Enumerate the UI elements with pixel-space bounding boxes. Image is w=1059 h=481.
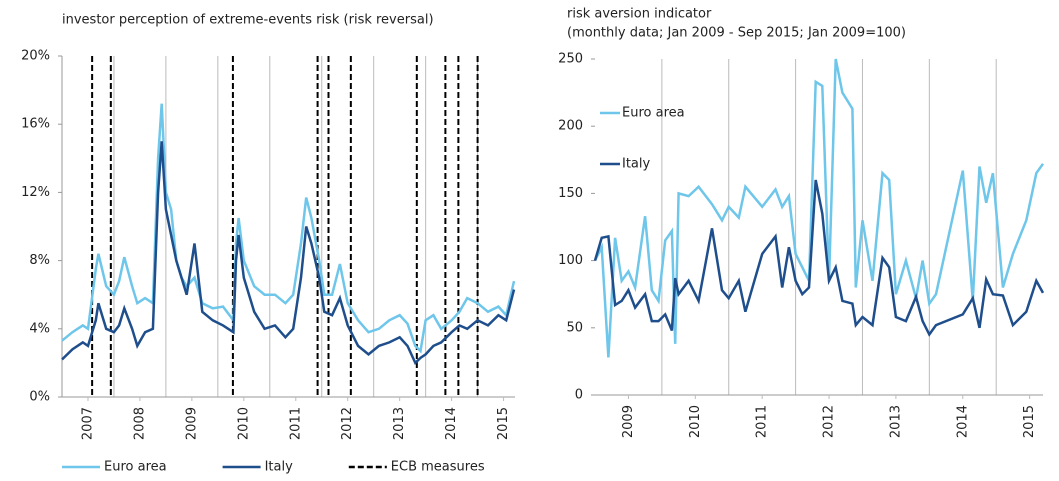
x-tick-label: 2014 bbox=[444, 407, 459, 440]
y-tick-label: 0 bbox=[575, 388, 583, 403]
x-tick-label: 2009 bbox=[621, 405, 636, 438]
y-tick-label: 16% bbox=[21, 117, 50, 132]
x-tick-label: 2013 bbox=[392, 407, 407, 440]
x-tick-label: 2013 bbox=[888, 405, 903, 438]
x-tick-label: 2014 bbox=[955, 405, 970, 438]
x-tick-label: 2010 bbox=[688, 405, 703, 438]
series-line bbox=[593, 179, 1045, 337]
y-tick-label: 0% bbox=[29, 390, 50, 405]
x-tick-label: 2007 bbox=[80, 407, 95, 440]
y-tick-label: 12% bbox=[21, 185, 50, 200]
y-tick-label: 200 bbox=[558, 119, 583, 134]
x-tick-label: 2011 bbox=[288, 407, 303, 440]
series-line bbox=[61, 141, 516, 366]
legend-label: Euro area bbox=[622, 106, 685, 121]
y-tick-label: 250 bbox=[558, 52, 583, 67]
y-tick-label: 4% bbox=[29, 321, 50, 336]
legend-label: Italy bbox=[265, 460, 294, 475]
x-tick-label: 2008 bbox=[132, 407, 147, 440]
legend-label: Euro area bbox=[104, 460, 167, 475]
x-tick-label: 2010 bbox=[236, 407, 251, 440]
x-tick-label: 2015 bbox=[496, 407, 511, 440]
x-tick-label: 2012 bbox=[340, 407, 355, 440]
chart-subtitle: (monthly data; Jan 2009 - Sep 2015; Jan … bbox=[567, 26, 906, 41]
x-tick-label: 2011 bbox=[755, 405, 770, 438]
y-tick-label: 8% bbox=[29, 253, 50, 268]
y-tick-label: 100 bbox=[558, 253, 583, 268]
series-line bbox=[61, 103, 516, 354]
legend-label: ECB measures bbox=[391, 460, 485, 475]
x-tick-label: 2012 bbox=[822, 405, 837, 438]
x-tick-label: 2015 bbox=[1022, 405, 1037, 438]
y-tick-label: 50 bbox=[566, 320, 583, 335]
x-tick-label: 2009 bbox=[184, 407, 199, 440]
y-tick-label: 20% bbox=[21, 49, 50, 64]
chart-title: investor perception of extreme-events ri… bbox=[62, 13, 434, 28]
legend-label: Italy bbox=[622, 157, 651, 172]
y-tick-label: 150 bbox=[558, 186, 583, 201]
chart-title: risk aversion indicator bbox=[567, 7, 712, 22]
